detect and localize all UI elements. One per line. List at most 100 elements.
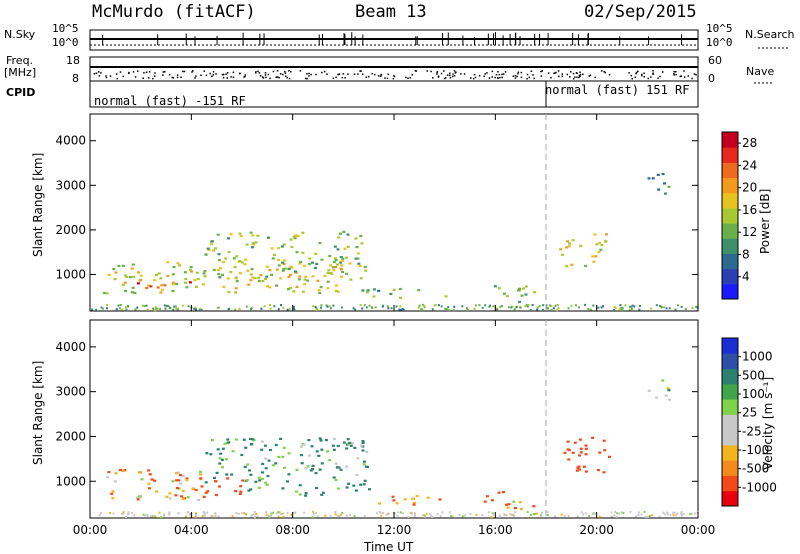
- velocity-colorbar-segment: [722, 368, 738, 385]
- nave-dot: [105, 75, 107, 77]
- velocity-ground-scatter: [592, 512, 595, 515]
- velocity-echo-cell: [348, 441, 352, 445]
- nave-dot: [650, 76, 652, 78]
- velocity-echo-cell: [403, 498, 407, 501]
- velocity-ground-scatter: [158, 511, 161, 514]
- nave-dot: [647, 77, 649, 80]
- velocity-ground-scatter: [253, 510, 256, 513]
- power-ytick-label: 1000: [55, 267, 86, 281]
- velocity-ground-scatter: [324, 514, 327, 517]
- velocity-colorbar-segment: [722, 490, 738, 507]
- power-echo-cell: [517, 287, 521, 290]
- power-echo-cell: [218, 276, 222, 279]
- power-echo-cell: [398, 287, 402, 291]
- power-ground-scatter: [448, 309, 451, 312]
- velocity-echo-cell: [263, 444, 267, 447]
- power-ground-scatter: [159, 307, 162, 310]
- nave-dot: [284, 72, 287, 75]
- power-ground-scatter: [437, 304, 440, 307]
- nave-dot: [532, 74, 534, 76]
- velocity-echo-cell: [234, 490, 238, 493]
- power-echo-cell: [292, 290, 296, 293]
- power-echo-cell: [287, 275, 291, 279]
- velocity-ground-scatter: [439, 515, 442, 518]
- velocity-ground-scatter: [674, 514, 677, 517]
- power-ground-scatter: [292, 305, 295, 308]
- power-echo-cell: [346, 245, 350, 248]
- power-echo-cell: [270, 273, 274, 276]
- power-echo-cell: [559, 248, 563, 251]
- freq-tick-bottom: 8: [72, 72, 79, 85]
- power-echo-cell: [102, 291, 106, 295]
- velocity-echo-cell: [361, 449, 365, 452]
- power-echo-cell: [124, 274, 128, 277]
- power-ground-scatter: [199, 307, 202, 310]
- velocity-echo-cell: [235, 438, 239, 441]
- power-echo-cell: [359, 234, 363, 238]
- velocity-colorbar-tick-label: -100: [742, 443, 769, 457]
- power-ground-scatter: [618, 308, 621, 311]
- power-echo-cell: [316, 279, 320, 282]
- power-ground-scatter: [619, 306, 622, 309]
- power-echo-cell: [232, 257, 236, 260]
- velocity-ground-scatter: [108, 511, 111, 514]
- power-ground-scatter: [431, 308, 434, 311]
- velocity-echo-cell: [367, 488, 371, 491]
- power-ground-scatter: [488, 305, 491, 308]
- velocity-ground-scatter: [203, 514, 206, 517]
- velocity-echo-cell: [180, 495, 184, 498]
- power-echo-cell: [265, 265, 269, 268]
- power-ground-scatter: [260, 307, 263, 310]
- power-echo-cell: [329, 264, 333, 267]
- velocity-ground-scatter: [546, 511, 549, 514]
- velocity-echo-cell: [194, 488, 198, 492]
- velocity-echo-cell: [230, 473, 234, 476]
- velocity-echo-cell: [261, 462, 265, 465]
- nave-dot: [603, 70, 605, 73]
- nave-dot: [200, 74, 202, 77]
- velocity-echo-cell: [667, 389, 671, 392]
- power-echo-cell: [139, 274, 143, 277]
- power-ground-scatter: [478, 304, 481, 307]
- power-echo-cell: [399, 296, 403, 299]
- nave-dot: [153, 75, 156, 77]
- velocity-ground-scatter: [251, 513, 254, 516]
- velocity-echo-cell: [118, 468, 122, 472]
- nave-dot: [501, 76, 503, 79]
- power-ground-scatter: [286, 308, 289, 311]
- power-ground-scatter: [127, 305, 130, 308]
- power-ground-scatter: [143, 305, 146, 308]
- nave-dot: [98, 71, 100, 73]
- nave-dot: [148, 71, 151, 73]
- power-echo-cell: [566, 240, 570, 243]
- velocity-echo-cell: [654, 396, 658, 399]
- nave-dot: [344, 77, 346, 79]
- nave-dot: [472, 77, 475, 80]
- power-echo-cell: [366, 289, 370, 292]
- velocity-echo-cell: [224, 458, 228, 461]
- power-echo-cell: [298, 262, 302, 265]
- power-echo-cell: [159, 277, 163, 280]
- power-echo-cell: [252, 243, 256, 246]
- velocity-echo-cell: [563, 451, 567, 454]
- nave-dot: [290, 70, 292, 73]
- velocity-ground-scatter: [152, 514, 155, 517]
- velocity-echo-cell: [205, 452, 209, 455]
- velocity-colorbar-segment: [722, 444, 738, 461]
- velocity-ground-scatter: [696, 511, 699, 514]
- power-echo-cell: [234, 277, 238, 280]
- power-echo-cell: [266, 236, 270, 239]
- nave-dot: [299, 70, 302, 72]
- nave-dot: [673, 74, 675, 76]
- power-echo-cell: [349, 278, 353, 281]
- power-echo-cell: [320, 258, 324, 261]
- nave-dot: [162, 71, 165, 73]
- velocity-echo-cell: [177, 479, 181, 482]
- velocity-echo-cell: [220, 458, 224, 461]
- velocity-ground-scatter: [450, 515, 453, 518]
- velocity-echo-cell: [260, 440, 264, 443]
- power-echo-cell: [195, 271, 199, 274]
- power-echo-cell: [229, 270, 233, 274]
- power-echo-cell: [327, 269, 331, 272]
- velocity-echo-cell: [140, 478, 144, 481]
